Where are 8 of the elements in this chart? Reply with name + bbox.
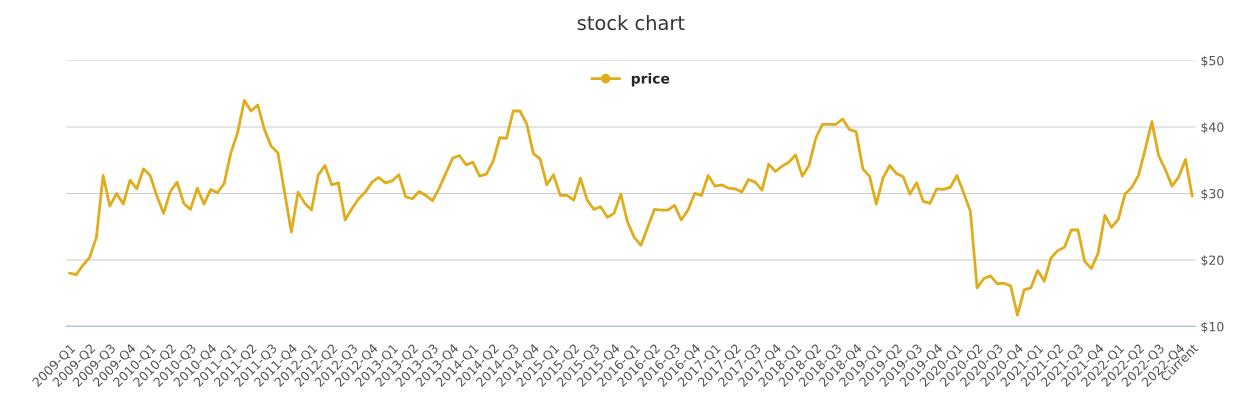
- y-tick-label: $10: [1201, 321, 1224, 334]
- line-series: [68, 98, 1194, 317]
- legend-label: price: [631, 72, 670, 87]
- y-tick-label: $20: [1201, 255, 1224, 267]
- y-tick-label: $50: [1201, 55, 1224, 68]
- y-tick-label: $30: [1201, 188, 1224, 201]
- y-tick-label: $40: [1201, 122, 1224, 134]
- chart-title: stock chart: [577, 15, 685, 31]
